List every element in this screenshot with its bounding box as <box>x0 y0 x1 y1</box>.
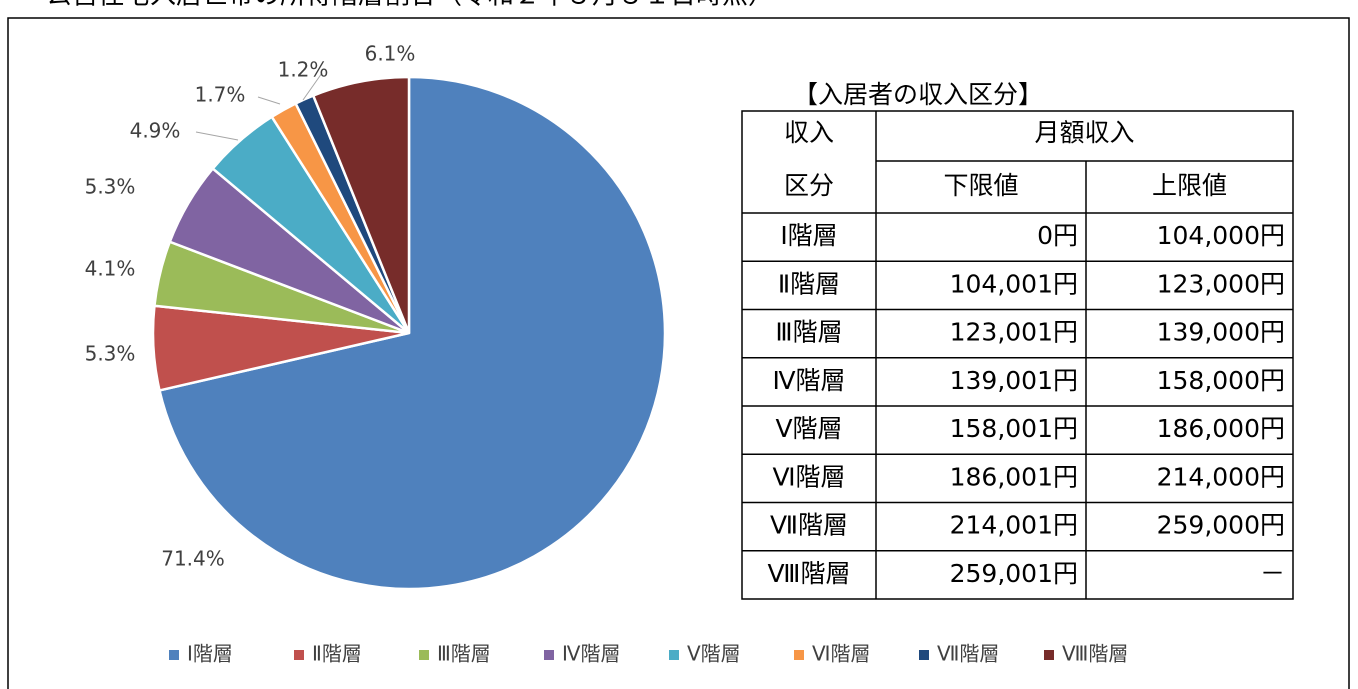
table-cell: 186,001円 <box>950 462 1078 491</box>
legend-swatch <box>794 650 804 660</box>
legend-swatch <box>544 650 554 660</box>
table-cell: 158,000円 <box>1157 366 1285 395</box>
table-header: 区分 <box>784 171 834 200</box>
pie-slice <box>158 75 667 591</box>
pie-slice <box>311 75 411 334</box>
data-label: 4.9% <box>130 119 181 143</box>
leader-line <box>302 72 323 101</box>
data-label: 71.4% <box>161 547 225 571</box>
data-label: 5.3% <box>85 342 136 366</box>
table-cell: 123,001円 <box>950 318 1078 347</box>
table-cell: 259,000円 <box>1157 511 1285 540</box>
legend-swatch <box>169 650 179 660</box>
table-cell: Ⅶ階層 <box>770 511 848 540</box>
legend-swatch <box>294 650 304 660</box>
legend-label: Ⅷ階層 <box>1062 642 1128 666</box>
leader-line <box>195 131 239 141</box>
table-header: 月額収入 <box>1034 118 1134 147</box>
table-cell: Ⅱ階層 <box>778 269 840 298</box>
table-cell: Ⅲ階層 <box>775 318 842 347</box>
legend-label: Ⅱ階層 <box>312 642 362 666</box>
table-header: 上限値 <box>1152 171 1227 200</box>
data-label: 1.7% <box>195 83 246 107</box>
table-cell: 186,000円 <box>1157 414 1285 443</box>
chart-title: ・公営住宅入居世帯の所得階層割合（令和２年３月３１日時点） <box>20 0 774 11</box>
table-cell: Ⅵ階層 <box>772 462 845 491</box>
legend-label: Ⅵ階層 <box>812 642 870 666</box>
table-cell: 139,000円 <box>1157 318 1285 347</box>
table-cell: 158,001円 <box>950 414 1078 443</box>
data-label: 4.1% <box>85 257 136 281</box>
table-cell: 123,000円 <box>1157 269 1285 298</box>
table-cell: Ⅰ階層 <box>780 221 837 250</box>
table-cell: 0円 <box>1037 221 1078 250</box>
legend-swatch <box>419 650 429 660</box>
legend-label: Ⅶ階層 <box>937 642 999 666</box>
table-cell: 214,000円 <box>1157 462 1285 491</box>
legend-swatch <box>919 650 929 660</box>
legend-label: Ⅰ階層 <box>187 642 233 666</box>
legend-label: Ⅳ階層 <box>562 642 620 666</box>
table-cell: Ⅴ階層 <box>775 414 842 443</box>
table-cell: Ⅳ階層 <box>772 366 845 395</box>
table-header: 収入 <box>784 118 834 147</box>
table-cell: 259,001円 <box>950 559 1078 588</box>
legend-label: Ⅲ階層 <box>437 642 491 666</box>
table-cell: 214,001円 <box>950 511 1078 540</box>
table-header: 下限値 <box>943 171 1018 200</box>
table-title: 【入居者の収入区分】 <box>793 80 1043 109</box>
legend-label: Ⅴ階層 <box>687 642 741 666</box>
table-cell: 104,001円 <box>950 269 1078 298</box>
table-cell: － <box>1260 559 1285 588</box>
data-label: 5.3% <box>85 175 136 199</box>
table-cell: 104,000円 <box>1157 221 1285 250</box>
legend-swatch <box>669 650 679 660</box>
data-label: 6.1% <box>365 42 416 66</box>
table-cell: Ⅷ階層 <box>768 559 851 588</box>
table-cell: 139,001円 <box>950 366 1078 395</box>
leader-line <box>257 96 281 105</box>
data-label: 1.2% <box>278 58 329 82</box>
legend-swatch <box>1044 650 1054 660</box>
table-border <box>741 110 1294 600</box>
